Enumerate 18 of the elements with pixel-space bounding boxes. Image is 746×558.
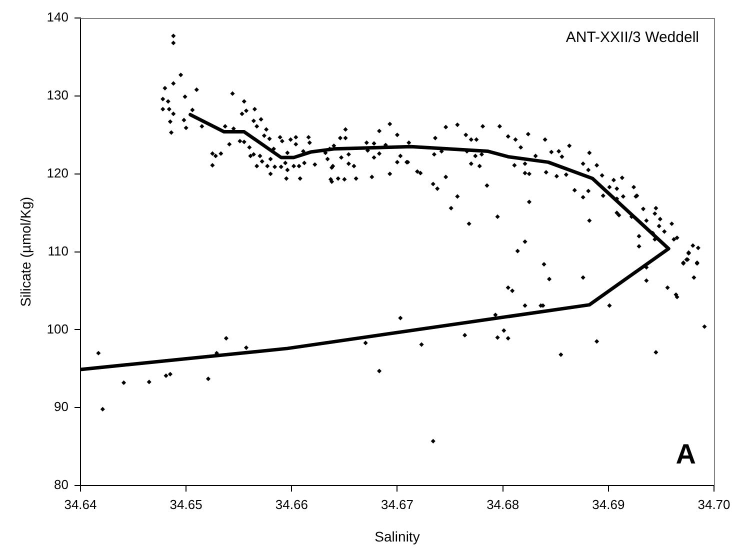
y-tick-label: 80 — [54, 477, 68, 492]
y-tick-label: 120 — [46, 165, 68, 180]
x-axis-title: Salinity — [374, 528, 420, 544]
x-tick-label: 34.69 — [592, 496, 625, 512]
annotation: ANT-XXII/3 Weddell — [566, 29, 699, 46]
y-tick-label: 110 — [48, 243, 68, 258]
y-tick-label: 130 — [46, 88, 68, 103]
y-tick-label: 140 — [46, 10, 68, 25]
x-tick-label: 34.67 — [380, 496, 414, 512]
y-tick-label: 90 — [54, 399, 68, 414]
x-tick-label: 34.66 — [275, 496, 308, 512]
y-axis-title: Silicate (µmol/Kg) — [17, 196, 34, 307]
x-tick-label: 34.64 — [64, 496, 97, 512]
x-tick-label: 34.68 — [486, 496, 520, 512]
x-tick-label: 34.65 — [170, 496, 202, 512]
y-tick-label: 100 — [46, 321, 68, 336]
x-tick-label: 34.70 — [698, 496, 730, 512]
annotation: A — [676, 438, 696, 470]
